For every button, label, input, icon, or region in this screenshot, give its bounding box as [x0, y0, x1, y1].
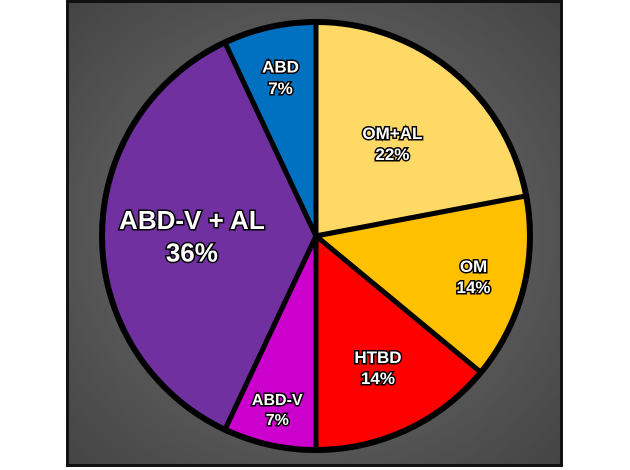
slice-label-om: OM 14% — [457, 257, 491, 297]
slice-value-htbd: 14% — [361, 369, 395, 388]
slice-value-abd: 7% — [268, 79, 293, 98]
slice-name-om: OM — [460, 257, 487, 276]
slice-label-abd-v-al: ABD-V + AL 36% — [119, 205, 265, 268]
slice-value-om-al: 22% — [375, 145, 409, 164]
slice-name-htbd: HTBD — [354, 348, 401, 367]
slice-name-abd-v: ABD-V — [252, 392, 303, 409]
slice-label-om-al: OM+AL 22% — [362, 124, 422, 164]
slice-value-abd-v: 7% — [266, 412, 289, 429]
slice-value-om: 14% — [457, 278, 491, 297]
slice-name-om-al: OM+AL — [362, 124, 422, 143]
slice-name-abd-v-al: ABD-V + AL — [119, 205, 265, 235]
pie-outline — [99, 19, 533, 453]
slice-label-htbd: HTBD 14% — [354, 348, 401, 388]
slice-label-abd: ABD 7% — [262, 58, 299, 98]
slice-name-abd: ABD — [262, 58, 299, 77]
slice-value-abd-v-al: 36% — [166, 237, 218, 267]
slice-label-abd-v: ABD-V 7% — [252, 392, 303, 429]
